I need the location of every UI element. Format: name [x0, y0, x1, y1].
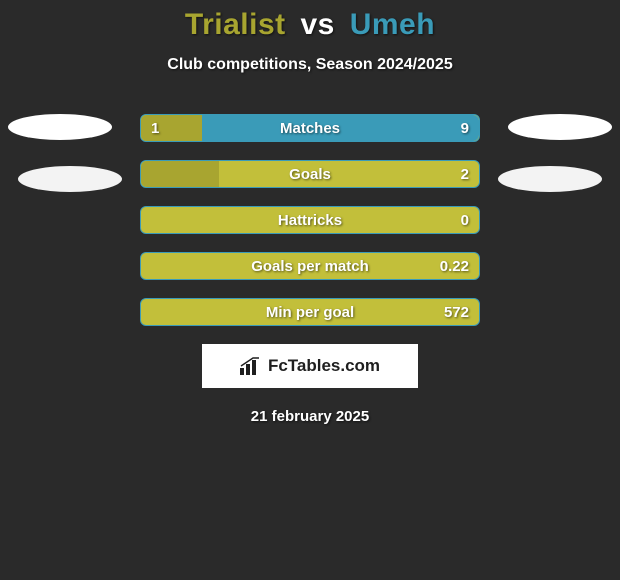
- bar-value-right: 2: [461, 161, 469, 187]
- decor-ellipse-icon: [18, 166, 122, 192]
- bar-chart-icon: [240, 357, 262, 375]
- player-a-name: Trialist: [185, 8, 286, 41]
- comparison-title: Trialist vs Umeh: [0, 0, 620, 42]
- player-b-name: Umeh: [350, 8, 435, 41]
- vs-label: vs: [300, 8, 334, 41]
- bar-label: Min per goal: [141, 299, 479, 325]
- chart-area: Matches19Goals2Hattricks0Goals per match…: [0, 114, 620, 425]
- footer-date: 21 february 2025: [0, 408, 620, 425]
- bar-fill-left: [141, 161, 219, 187]
- stat-bar-row: Hattricks0: [140, 206, 480, 234]
- bar-label: Goals per match: [141, 253, 479, 279]
- stat-bar-row: Goals per match0.22: [140, 252, 480, 280]
- stat-bar-row: Min per goal572: [140, 298, 480, 326]
- stat-bar-row: Matches19: [140, 114, 480, 142]
- bar-value-left: 1: [151, 115, 159, 141]
- bar-label: Hattricks: [141, 207, 479, 233]
- bar-fill-right: [202, 115, 479, 141]
- decor-ellipse-icon: [498, 166, 602, 192]
- stat-bars: Matches19Goals2Hattricks0Goals per match…: [140, 114, 480, 326]
- subtitle: Club competitions, Season 2024/2025: [0, 56, 620, 74]
- bar-value-right: 9: [461, 115, 469, 141]
- stat-bar-row: Goals2: [140, 160, 480, 188]
- bar-value-right: 572: [444, 299, 469, 325]
- bar-value-right: 0: [461, 207, 469, 233]
- bar-value-right: 0.22: [440, 253, 469, 279]
- brand-badge: FcTables.com: [202, 344, 418, 388]
- decor-ellipse-icon: [8, 114, 112, 140]
- brand-text: FcTables.com: [268, 356, 380, 376]
- decor-ellipse-icon: [508, 114, 612, 140]
